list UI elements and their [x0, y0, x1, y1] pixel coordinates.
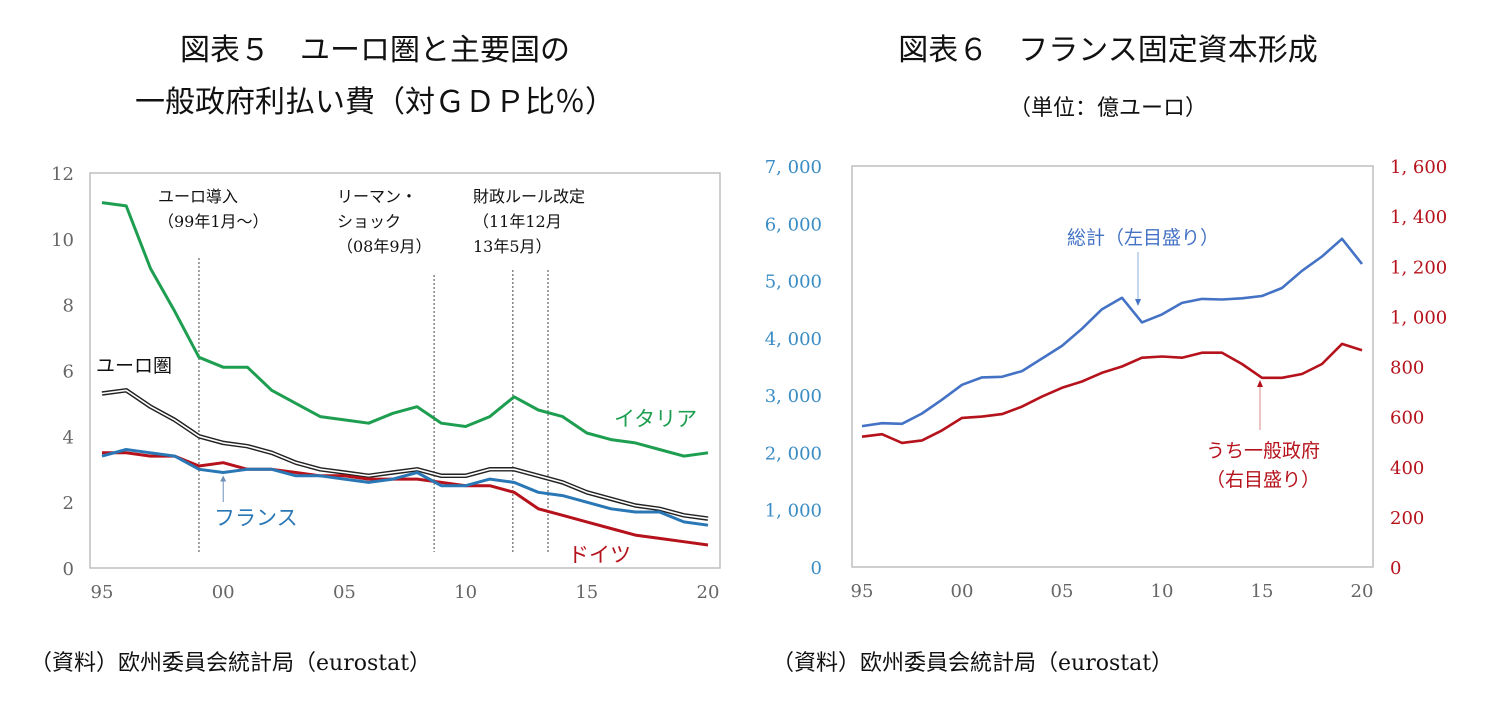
left-chart-title-line2: 一般政府利払い費（対ＧＤＰ比％） [135, 85, 615, 120]
right-chart-left-y-tick-label: 7, 000 [765, 157, 822, 178]
right-chart-right-y-tick-label: 400 [1390, 458, 1424, 479]
right-chart-right-y-tick-label: 0 [1390, 558, 1401, 579]
left-y-tick-label: 4 [63, 427, 74, 448]
right-chart-left-y-tick-label: 3, 000 [765, 386, 822, 407]
left-y-tick-label: 10 [51, 230, 74, 251]
right-x-tick-label: 05 [1051, 581, 1074, 602]
right-chart-right-y-tick-label: 1, 600 [1390, 157, 1447, 178]
event-annotation-text: （99年1月～） [158, 212, 269, 231]
left-chart: 0 2 4 6 8 10 12 95 00 05 10 15 20 ユーロ導入 （99年1月～） リーマン・シ… [51, 164, 721, 603]
right-chart-left-y-tick-label: 2, 000 [765, 443, 822, 464]
left-y-tick-label: 12 [51, 164, 74, 185]
left-y-tick-label: 2 [63, 493, 74, 514]
left-x-tick-label: 00 [212, 582, 235, 603]
left-y-tick-label: 0 [63, 559, 74, 580]
right-chart-left-y-tick-label: 4, 000 [765, 329, 822, 350]
series-label-euro-area: ユーロ圏 [96, 355, 172, 377]
series-label-germany: ドイツ [568, 543, 631, 567]
right-chart-right-y-tick-label: 200 [1390, 508, 1424, 529]
right-chart-title: 図表６ フランス固定資本形成 [898, 33, 1318, 68]
left-y-tick-label: 6 [63, 362, 74, 383]
series-line-total [861, 237, 1364, 428]
series-label-france: フランス [214, 506, 298, 530]
annotation-government-arrowhead [1257, 380, 1263, 387]
right-x-tick-label: 15 [1251, 581, 1274, 602]
right-chart-left-y-tick-label: 0 [811, 558, 822, 579]
series-line-euro-area-inner [101, 389, 709, 520]
event-annotation-text: リーマン・ [337, 187, 417, 206]
right-chart-right-y-tick-label: 1, 200 [1390, 257, 1447, 278]
left-x-tick-label: 20 [697, 582, 720, 603]
right-chart-right-y-tick-label: 1, 000 [1390, 307, 1447, 328]
right-source-note: （資料）欧州委員会統計局（eurostat） [772, 651, 1174, 676]
right-x-tick-label: 10 [1151, 581, 1174, 602]
right-chart-right-y-tick-label: 800 [1390, 358, 1424, 379]
right-plot-frame [851, 165, 1374, 568]
left-source-note: （資料）欧州委員会統計局（eurostat） [30, 651, 432, 676]
event-annotation-text: 財政ルール改定 [473, 187, 585, 206]
left-plot-frame [89, 172, 721, 569]
left-x-tick-label: 10 [454, 582, 477, 603]
event-annotation-text: ショック [337, 212, 401, 231]
right-chart-left-y-tick-label: 6, 000 [765, 214, 822, 235]
right-chart-right-y-tick-label: 1, 400 [1390, 207, 1447, 228]
left-x-tick-label: 15 [575, 582, 598, 603]
series-line-germany [102, 451, 709, 547]
right-chart-left-y-tick-label: 1, 000 [765, 501, 822, 522]
right-x-tick-label: 95 [851, 581, 874, 602]
right-chart-right-y-tick-label: 600 [1390, 408, 1424, 429]
series-line-france [101, 448, 709, 527]
event-annotation-text: ユーロ導入 [158, 187, 238, 206]
right-x-tick-label: 20 [1351, 581, 1374, 602]
annotation-government-label: うち一般政府 [1206, 440, 1320, 462]
series-line-italy [101, 201, 709, 458]
right-x-tick-label: 00 [951, 581, 974, 602]
right-chart: 0 1, 000 2, 000 3, 000 4, 000 5, 000 6, 000 7, … [765, 157, 1448, 602]
series-label-italy: イタリア [614, 407, 697, 431]
series-line-general-government [861, 342, 1363, 445]
left-x-tick-label: 95 [91, 582, 114, 603]
left-chart-title-line1: 図表５ ユーロ圏と主要国の [180, 33, 570, 68]
left-x-tick-label: 05 [333, 582, 356, 603]
left-y-tick-label: 8 [63, 296, 74, 317]
event-annotation-text: （08年9月） [337, 237, 432, 256]
right-chart-subtitle: （単位：億ユーロ） [1008, 96, 1207, 121]
annotation-total-arrowhead [1135, 299, 1141, 306]
annotation-total-label: 総計（左目盛り） [1067, 227, 1219, 249]
event-annotation-text: 13年5月） [473, 237, 552, 256]
annotation-government-label: （右目盛り） [1206, 469, 1320, 491]
event-annotation-text: （11年12月 [473, 212, 562, 231]
right-chart-left-y-tick-label: 5, 000 [765, 272, 822, 293]
france-label-arrowhead [220, 475, 227, 482]
